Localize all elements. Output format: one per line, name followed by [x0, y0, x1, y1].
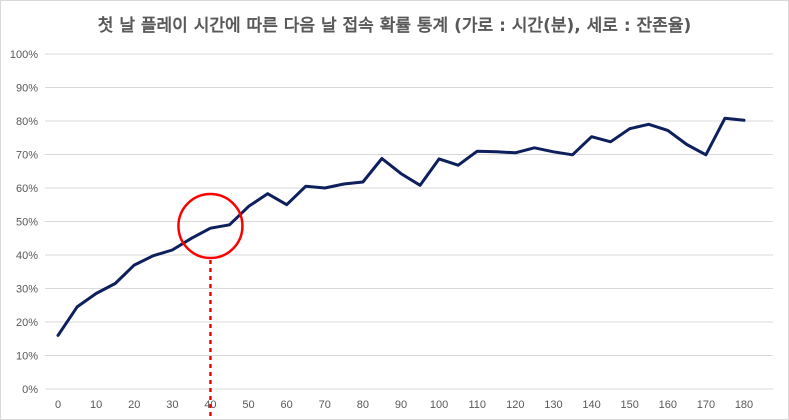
x-tick-label: 80 [357, 399, 369, 411]
x-tick-label: 90 [395, 399, 407, 411]
grid-lines [45, 53, 773, 390]
x-tick-label: 180 [735, 399, 753, 411]
y-tick-label: 60% [16, 183, 38, 195]
x-tick-label: 70 [319, 399, 331, 411]
x-tick-label: 0 [55, 399, 61, 411]
x-tick-label: 110 [468, 399, 486, 411]
x-tick-label: 60 [281, 399, 293, 411]
series-line [56, 116, 746, 337]
x-tick-label: 100 [430, 399, 448, 411]
x-tick-label: 140 [582, 399, 600, 411]
highlight-circle [177, 192, 244, 260]
y-tick-label: 50% [16, 217, 38, 229]
x-tick-label: 170 [697, 399, 715, 411]
y-axis-ticks: 0% 10% 20% 30% 40% 50% 60% 70% 80% 90% 100% [10, 49, 38, 396]
y-tick-label: 0% [22, 384, 38, 396]
x-tick-label: 130 [544, 399, 562, 411]
annotation-group [177, 192, 244, 419]
x-axis-ticks: 0102030405060708090100110120130140150160… [55, 399, 753, 411]
series-group [56, 116, 746, 337]
x-tick-label: 30 [166, 399, 178, 411]
y-tick-label: 10% [16, 351, 38, 363]
y-tick-label: 40% [16, 250, 38, 262]
x-tick-label: 150 [620, 399, 638, 411]
y-tick-label: 70% [16, 150, 38, 162]
x-tick-label: 160 [659, 399, 677, 411]
x-tick-label: 120 [506, 399, 524, 411]
y-tick-label: 100% [10, 49, 38, 61]
y-tick-label: 20% [16, 317, 38, 329]
x-tick-label: 10 [90, 399, 102, 411]
y-tick-label: 30% [16, 284, 38, 296]
x-tick-label: 50 [242, 399, 254, 411]
x-tick-label: 20 [128, 399, 140, 411]
y-tick-label: 90% [16, 83, 38, 95]
y-tick-label: 80% [16, 116, 38, 128]
chart-title: 첫 날 플레이 시간에 따른 다음 날 접속 확률 통계 (가로 : 시간(분)… [97, 16, 692, 36]
